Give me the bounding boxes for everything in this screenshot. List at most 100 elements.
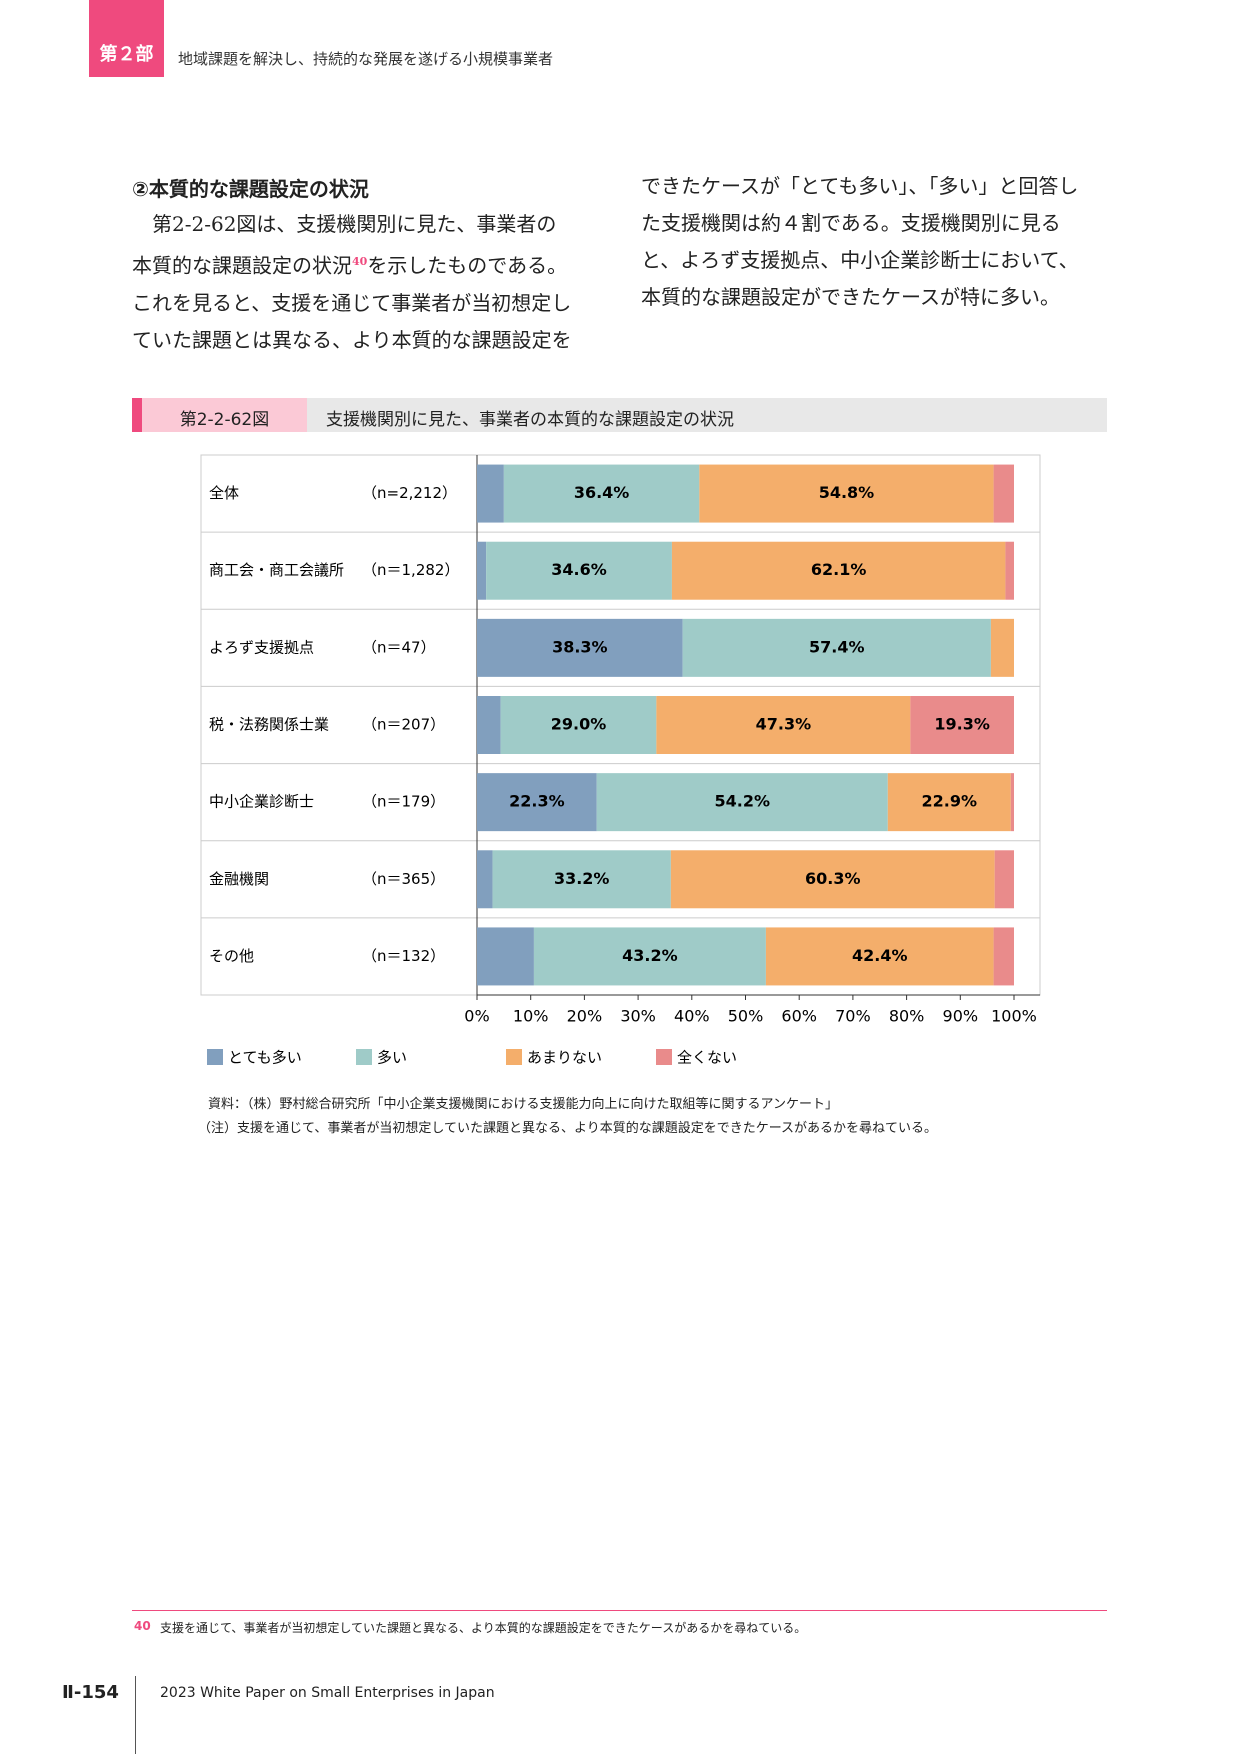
category-label: 商工会・商工会議所 [209, 561, 344, 579]
figure-number-box [142, 398, 307, 432]
category-label: 金融機関 [209, 870, 269, 888]
bar-segment [486, 541, 672, 600]
source-note: 資料：（株）野村総合研究所「中小企業支援機関における支援能力向上に向けた取組等に… [208, 1097, 838, 1112]
bar-segment [500, 696, 657, 754]
value-label: 34.6% [551, 560, 607, 579]
x-tick-label: 40% [674, 1007, 710, 1026]
value-label: 57.4% [809, 637, 865, 656]
bar-segment [682, 618, 991, 677]
part-badge [89, 0, 164, 77]
bar-segment [671, 541, 1006, 600]
x-tick-label: 30% [620, 1007, 656, 1026]
bar-segment [1010, 773, 1014, 832]
sample-size: （n＝47） [362, 638, 436, 656]
legend-swatch [356, 1049, 372, 1065]
sample-size: （n=2,212） [362, 484, 457, 502]
value-label: 43.2% [622, 946, 678, 965]
text-line: 第2-2-62図は、支援機関別に見た、事業者の [152, 212, 557, 236]
value-label: 36.4% [574, 483, 630, 502]
sample-size: （n＝365） [362, 870, 445, 888]
note: （注）支援を通じて、事業者が当初想定していた課題と異なる、より本質的な課題設定を… [198, 1121, 938, 1136]
category-label: 全体 [209, 484, 239, 502]
right-column: できたケースが「とても多い」、「多い」と回答し た支援機関は約４割である。支援機… [641, 168, 1111, 316]
bar-segment [477, 773, 597, 832]
figure-accent [132, 398, 142, 432]
legend-label: とても多い [228, 1049, 302, 1067]
bar-segment [477, 464, 504, 523]
legend-label: あまりない [527, 1049, 602, 1067]
text-line: これを見ると、支援を通じて事業者が当初想定し [132, 290, 572, 315]
text-line: 本質的な課題設定の状況40を示したものである。 [132, 243, 602, 285]
bar-segment [477, 541, 487, 600]
bar-segment [1005, 541, 1014, 600]
bar-segment [477, 618, 683, 677]
category-label: 中小企業診断士 [209, 793, 314, 811]
bar-segment [477, 927, 534, 986]
x-tick-label: 60% [781, 1007, 817, 1026]
text-line: と、よろず支援拠点、中小企業診断士において、 [641, 248, 1079, 272]
figure-title: 支援機関別に見た、事業者の本質的な課題設定の状況 [326, 410, 734, 430]
text: 本質的な課題設定の状況 [132, 253, 352, 278]
section-heading: ②本質的な課題設定の状況 [132, 177, 369, 201]
bar-segment [993, 464, 1014, 523]
figure-number: 第2-2-62図 [179, 410, 270, 430]
bar-segment [477, 850, 493, 909]
bar-segment [670, 850, 995, 909]
part-label: 第２部 [99, 44, 154, 65]
value-label: 22.9% [922, 792, 978, 811]
page-number: Ⅱ-154 [62, 1682, 119, 1703]
text-line: ていた課題とは異なる、より本質的な課題設定を [132, 327, 572, 352]
header-title: 地域課題を解決し、持続的な発展を遂げる小規模事業者 [178, 50, 554, 68]
bar-segment [477, 696, 501, 754]
bar-segment [765, 927, 994, 986]
value-label: 42.4% [852, 946, 908, 965]
x-tick-label: 90% [943, 1007, 979, 1026]
publication: 2023 White Paper on Small Enterprises in… [160, 1685, 495, 1701]
bar-segment [993, 927, 1014, 986]
value-label: 60.3% [805, 869, 861, 888]
bar-segment [656, 696, 911, 754]
x-tick-label: 0% [464, 1007, 489, 1026]
x-tick-label: 100% [991, 1007, 1037, 1026]
left-column: 第2-2-62図は、支援機関別に見た、事業者の 本質的な課題設定の状況40を示し… [132, 206, 602, 359]
value-label: 29.0% [551, 715, 607, 734]
value-label: 19.3% [934, 715, 990, 734]
footnote-text: 支援を通じて、事業者が当初想定していた課題と異なる、より本質的な課題設定をできた… [160, 1621, 807, 1635]
legend-swatch [207, 1049, 223, 1065]
footnote-number: 40 [134, 1619, 151, 1633]
bar-segment [596, 773, 888, 832]
bar-segment [699, 464, 994, 523]
sample-size: （n＝1,282） [362, 561, 459, 579]
bar-segment [910, 696, 1014, 754]
legend-label: 多い [377, 1049, 407, 1067]
sample-size: （n＝132） [362, 947, 445, 965]
value-label: 54.8% [819, 483, 875, 502]
value-label: 54.2% [715, 792, 771, 811]
bar-segment [503, 464, 700, 523]
legend-swatch [506, 1049, 522, 1065]
value-label: 38.3% [552, 637, 608, 656]
value-label: 33.2% [554, 869, 610, 888]
x-tick-label: 50% [728, 1007, 764, 1026]
sample-size: （n＝179） [362, 793, 445, 811]
bar-segment [994, 850, 1014, 909]
text-line: た支援機関は約４割である。支援機関別に見る [641, 211, 1061, 235]
value-label: 22.3% [509, 792, 565, 811]
category-label: 税・法務関係士業 [209, 716, 329, 734]
footer-rule [135, 1676, 136, 1754]
text-line: できたケースが「とても多い」、「多い」と回答し [641, 174, 1079, 198]
bar-segment [887, 773, 1011, 832]
bar-segment [990, 618, 1014, 677]
value-label: 62.1% [811, 560, 867, 579]
sample-size: （n＝207） [362, 716, 445, 734]
legend-swatch [656, 1049, 672, 1065]
text-line: 本質的な課題設定ができたケースが特に多い。 [641, 285, 1060, 309]
x-tick-label: 10% [513, 1007, 549, 1026]
text: を示したものである。 [367, 253, 568, 278]
chart: 0% 10% 20% 30% 40% 50% 60% 70% 80% 90% 100% 全体 （n=2,… [200, 454, 1041, 1067]
x-tick-label: 20% [567, 1007, 603, 1026]
bar-segment [492, 850, 671, 909]
category-label: よろず支援拠点 [209, 638, 314, 656]
legend-label: 全くない [677, 1049, 737, 1067]
